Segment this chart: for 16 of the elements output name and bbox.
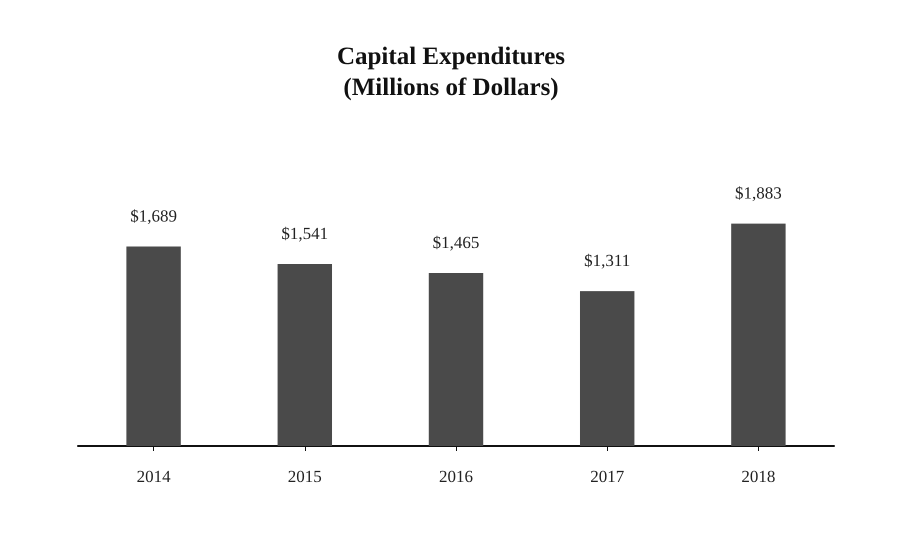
x-tick-label: 2016: [439, 467, 473, 486]
bar: [731, 224, 786, 446]
x-tick-label: 2017: [590, 467, 625, 486]
x-tick-label: 2014: [136, 467, 172, 486]
bar: [428, 272, 484, 446]
x-tick-label: 2015: [288, 467, 322, 486]
data-label: $1,541: [281, 224, 328, 244]
bar: [126, 246, 181, 446]
data-label: $1,465: [432, 232, 480, 252]
data-label: $1,883: [735, 184, 782, 203]
data-label: $1,311: [584, 251, 630, 270]
bar: [278, 264, 332, 446]
x-tick-label: 2018: [741, 467, 776, 486]
data-label: $1,689: [130, 206, 177, 226]
chart-title: Capital Expenditures (Millions of Dollars): [336, 43, 566, 101]
bar: [580, 291, 634, 446]
